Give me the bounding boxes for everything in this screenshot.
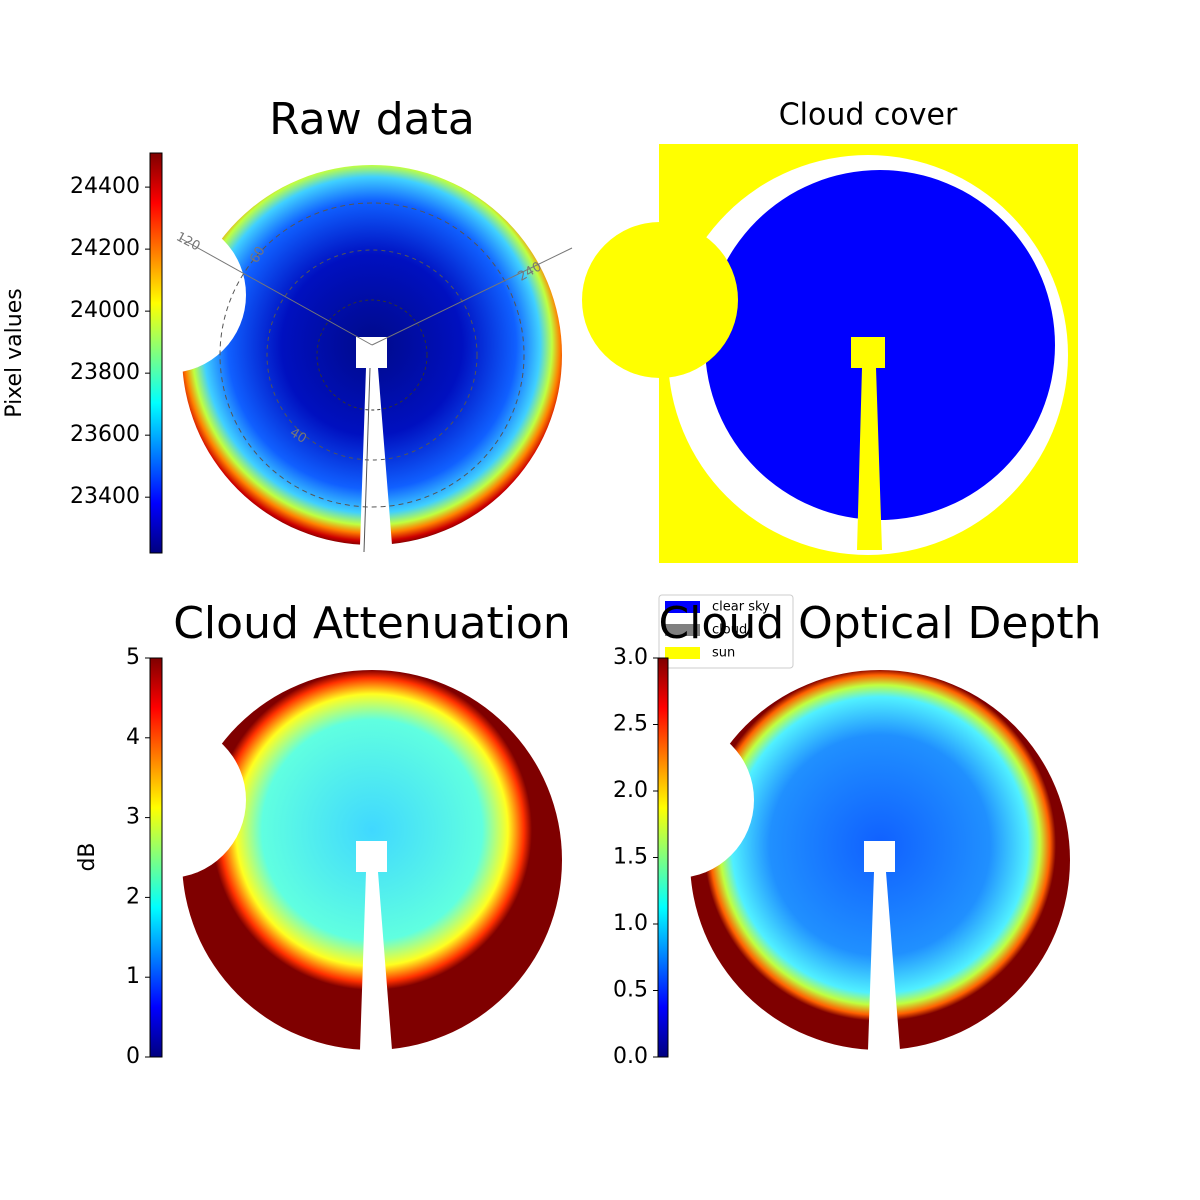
panel-title: Cloud Optical Depth xyxy=(658,598,1101,649)
colorbar xyxy=(149,657,163,1058)
colorbar-tick-label: 23800 xyxy=(70,360,140,385)
colorbar-tick-label: 23400 xyxy=(70,484,140,509)
attenuation-image xyxy=(90,670,562,1050)
panel-title: Cloud cover xyxy=(779,98,958,133)
colorbar-tick-label: 1.0 xyxy=(613,911,648,936)
colorbar-label: Pixel values xyxy=(2,288,27,417)
legend-swatch xyxy=(665,624,700,636)
colorbar-tick-label: 0.5 xyxy=(613,978,648,1003)
panel-title: Raw data xyxy=(269,94,475,145)
colorbar-tick-label: 5 xyxy=(126,645,140,670)
legend-swatch xyxy=(665,647,700,659)
colorbar-tick-label: 24000 xyxy=(70,298,140,323)
colorbar-tick-label: 1 xyxy=(126,964,140,989)
colorbar-tick-label: 23600 xyxy=(70,422,140,447)
legend-label: clear sky xyxy=(712,600,770,615)
colorbar-tick-label: 24400 xyxy=(70,174,140,199)
colorbar-tick-label: 2 xyxy=(126,884,140,909)
cloud-mask-image xyxy=(582,144,1078,563)
colorbar xyxy=(657,657,669,1058)
colorbar xyxy=(149,152,163,554)
optical-depth-image xyxy=(598,670,1070,1050)
colorbar-tick-label: 0.0 xyxy=(613,1044,648,1069)
sky-image xyxy=(90,165,573,553)
colorbar-tick-label: 24200 xyxy=(70,236,140,261)
colorbar-tick-label: 3.0 xyxy=(613,645,648,670)
legend-label: sun xyxy=(712,646,735,661)
polar-label: 40 xyxy=(287,425,309,446)
colorbar-tick-label: 0 xyxy=(126,1044,140,1069)
colorbar-tick-label: 1.5 xyxy=(613,845,648,870)
colorbar-tick-label: 2.5 xyxy=(613,712,648,737)
polar-label: 60 xyxy=(247,244,268,266)
legend-label: cloud xyxy=(712,623,747,638)
colorbar-tick-label: 2.0 xyxy=(613,778,648,803)
legend-swatch xyxy=(665,601,700,613)
colorbar-label: dB xyxy=(75,842,100,871)
colorbar-tick-label: 3 xyxy=(126,805,140,830)
colorbar-tick-label: 4 xyxy=(126,725,140,750)
panel-title: Cloud Attenuation xyxy=(173,598,571,649)
